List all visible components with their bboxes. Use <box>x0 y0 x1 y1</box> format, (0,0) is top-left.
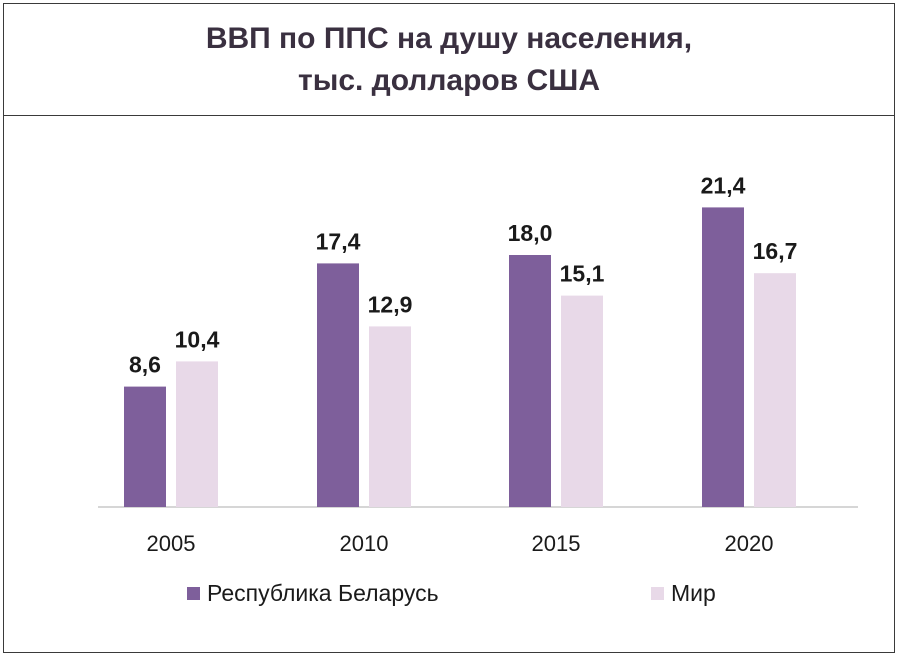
x-tick-label-2005: 2005 <box>147 531 196 556</box>
data-label-belarus-2020: 21,4 <box>701 172 746 198</box>
bar-world-2010 <box>369 326 411 507</box>
chart-title: ВВП по ППС на душу населения, <box>205 21 693 55</box>
data-label-world-2005: 10,4 <box>175 326 220 352</box>
chart-subtitle: тыс. долларов США <box>298 63 600 97</box>
data-label-world-2020: 16,7 <box>753 238 798 264</box>
data-label-world-2015: 15,1 <box>560 261 605 287</box>
legend-swatch-belarus <box>187 587 200 600</box>
data-label-belarus-2015: 18,0 <box>508 220 553 246</box>
data-label-world-2010: 12,9 <box>368 291 413 317</box>
bar-world-2005 <box>176 361 218 507</box>
chart-title-box: ВВП по ППС на душу населения, тыс. долла… <box>4 4 894 116</box>
bar-world-2015 <box>561 295 603 507</box>
bar-belarus-2010 <box>317 263 359 507</box>
legend-label-belarus: Республика Беларусь <box>207 580 439 606</box>
data-label-belarus-2010: 17,4 <box>316 228 361 254</box>
bar-world-2020 <box>754 273 796 507</box>
bar-belarus-2015 <box>509 255 551 507</box>
bar-belarus-2005 <box>124 386 166 507</box>
chart-frame: ВВП по ППС на душу населения, тыс. долла… <box>3 3 895 653</box>
bar-belarus-2020 <box>702 207 744 507</box>
x-tick-label-2010: 2010 <box>340 531 389 556</box>
legend-swatch-world <box>651 587 664 600</box>
x-tick-label-2020: 2020 <box>725 531 774 556</box>
data-label-belarus-2005: 8,6 <box>129 352 161 378</box>
legend-label-world: Мир <box>671 580 716 606</box>
x-tick-label-2015: 2015 <box>532 531 581 556</box>
